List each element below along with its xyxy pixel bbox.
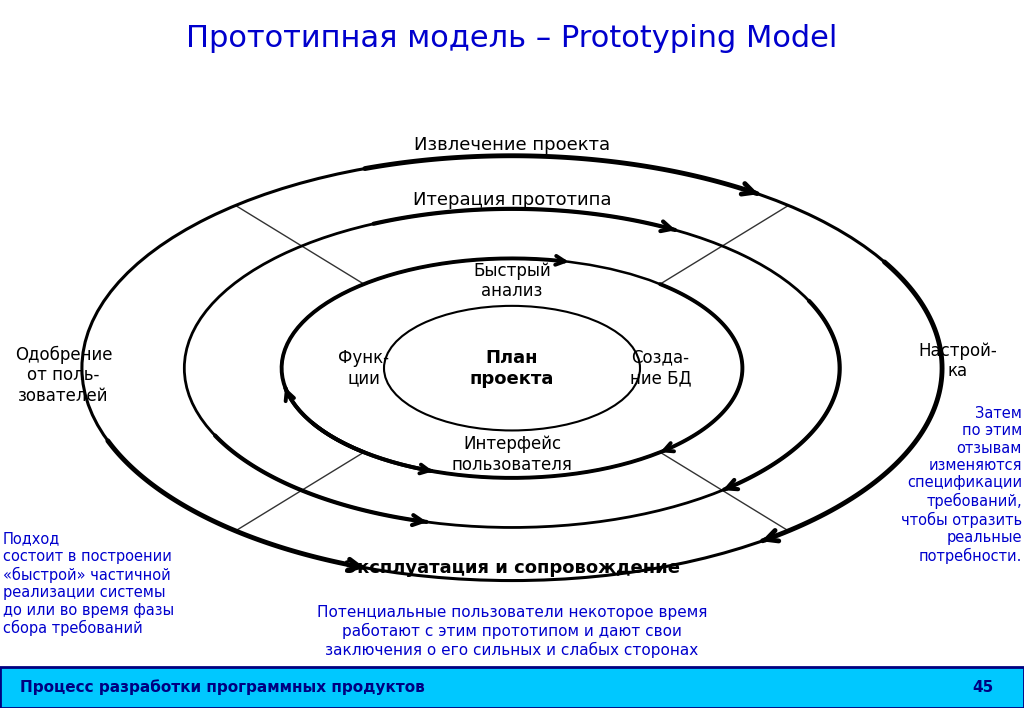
- Text: Итерация прототипа: Итерация прототипа: [413, 190, 611, 209]
- Text: План
проекта: План проекта: [470, 349, 554, 387]
- Text: Затем
по этим
отзывам
изменяются
спецификации
требований,
чтобы отразить
реальны: Затем по этим отзывам изменяются специфи…: [901, 406, 1022, 564]
- Ellipse shape: [82, 156, 942, 581]
- Bar: [0, 667, 1024, 708]
- Text: 45: 45: [972, 680, 993, 695]
- Text: Одобрение
от поль-
зователей: Одобрение от поль- зователей: [14, 346, 113, 405]
- Text: Прототипная модель – Prototyping Model: Прототипная модель – Prototyping Model: [186, 25, 838, 53]
- Ellipse shape: [184, 209, 840, 527]
- Text: Настрой-
ка: Настрой- ка: [919, 342, 996, 380]
- Text: Созда-
ние БД: Созда- ние БД: [630, 349, 691, 387]
- Ellipse shape: [384, 306, 640, 430]
- Text: Эксплуатация и сопровождение: Эксплуатация и сопровождение: [344, 559, 680, 577]
- Text: Подход
состоит в построении
«быстрой» частичной
реализации системы
до или во вре: Подход состоит в построении «быстрой» ча…: [3, 532, 174, 636]
- Text: Потенциальные пользователи некоторое время
работают с этим прототипом и дают сво: Потенциальные пользователи некоторое вре…: [316, 605, 708, 658]
- Text: Быстрый
анализ: Быстрый анализ: [473, 262, 551, 300]
- Text: Процесс разработки программных продуктов: Процесс разработки программных продуктов: [20, 680, 425, 695]
- Text: Функ-
ции: Функ- ции: [338, 349, 389, 387]
- Ellipse shape: [282, 258, 742, 478]
- Text: Извлечение проекта: Извлечение проекта: [414, 136, 610, 154]
- Text: Интерфейс
пользователя: Интерфейс пользователя: [452, 435, 572, 474]
